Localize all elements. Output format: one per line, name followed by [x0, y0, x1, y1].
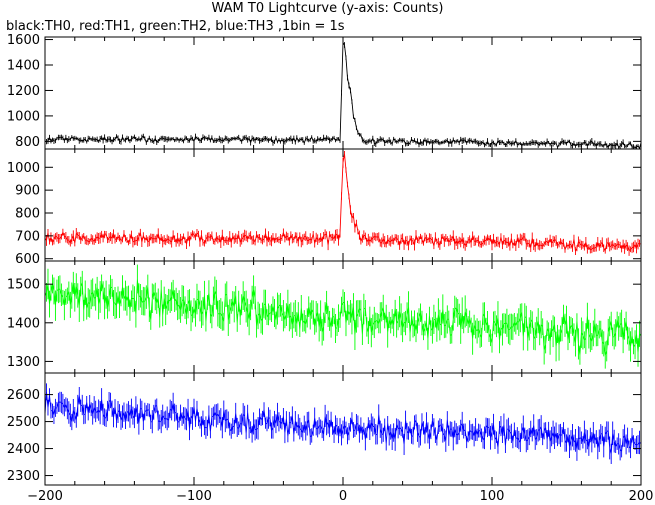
series-line-TH3 — [44, 383, 642, 464]
x-tick-label: −200 — [27, 489, 63, 504]
y-tick-label: 1300 — [7, 355, 40, 370]
y-tick-label: 1200 — [7, 84, 40, 99]
y-tick-label: 2500 — [7, 415, 40, 430]
y-tick-label: 1000 — [7, 161, 40, 176]
y-tick-label: 1400 — [7, 316, 40, 331]
x-tick-label: −100 — [176, 489, 212, 504]
y-tick-label: 1000 — [7, 109, 40, 124]
x-tick-label: 200 — [629, 489, 654, 504]
y-tick-label: 1400 — [7, 59, 40, 74]
panel-frame — [44, 260, 642, 374]
y-tick-label: 800 — [15, 135, 40, 150]
y-tick-label: 600 — [15, 252, 40, 267]
series-line-TH2 — [44, 264, 642, 369]
y-tick-label: 1600 — [7, 33, 40, 48]
y-tick-label: 700 — [15, 229, 40, 244]
x-tick-label: 100 — [480, 489, 505, 504]
y-tick-label: 900 — [15, 184, 40, 199]
y-tick-label: 2300 — [7, 469, 40, 484]
y-tick-label: 2600 — [7, 388, 40, 403]
y-tick-label: 800 — [15, 207, 40, 222]
series-line-TH0 — [44, 41, 642, 149]
x-tick-label: 0 — [339, 489, 347, 504]
series-line-TH1 — [44, 150, 642, 256]
y-tick-label: 1500 — [7, 278, 40, 293]
y-tick-label: 2400 — [7, 442, 40, 457]
chart-title: WAM T0 Lightcurve (y-axis: Counts) — [211, 1, 444, 16]
chart-subtitle: black:TH0, red:TH1, green:TH2, blue:TH3 … — [6, 19, 345, 34]
